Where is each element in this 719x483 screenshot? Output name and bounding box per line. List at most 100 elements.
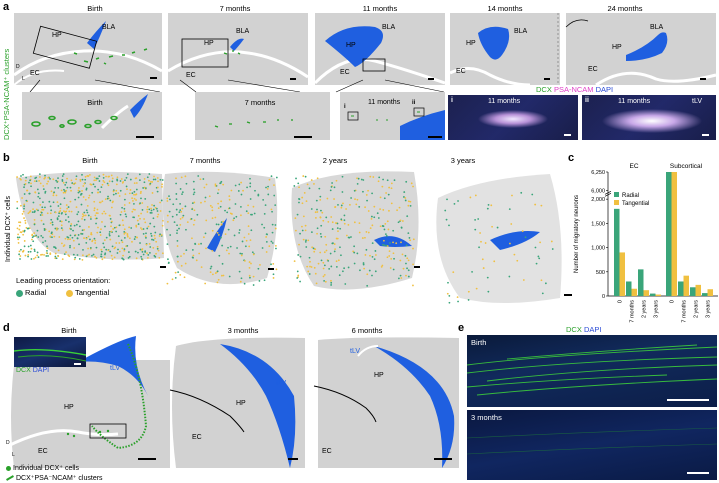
cell-dot bbox=[161, 183, 163, 186]
cell-dot bbox=[217, 223, 220, 226]
cell-dot bbox=[64, 211, 67, 213]
cell-dot bbox=[95, 217, 98, 220]
cell-dot bbox=[133, 197, 136, 200]
cell-dot bbox=[407, 269, 410, 272]
cell-dot bbox=[301, 202, 304, 205]
cell-dot bbox=[98, 175, 101, 178]
cell-dot bbox=[227, 246, 229, 249]
cell-dot bbox=[120, 239, 123, 242]
cell-dot bbox=[347, 224, 350, 226]
cell-dot bbox=[80, 193, 83, 195]
cell-dot bbox=[323, 273, 326, 276]
cell-dot bbox=[490, 204, 493, 207]
cell-dot bbox=[382, 178, 384, 181]
cell-dot bbox=[81, 254, 84, 257]
cell-dot bbox=[380, 265, 383, 268]
cell-dot bbox=[178, 227, 180, 230]
cell-dot bbox=[114, 246, 117, 249]
cell-dot bbox=[350, 236, 352, 238]
cell-dot bbox=[304, 175, 307, 178]
d-title-birth: Birth bbox=[61, 326, 77, 335]
a-inset-7m bbox=[195, 92, 330, 140]
cell-dot bbox=[304, 241, 307, 243]
cell-dot bbox=[374, 250, 377, 252]
c-bar bbox=[695, 284, 701, 296]
cell-dot bbox=[108, 231, 111, 233]
cell-dot bbox=[341, 175, 344, 178]
cell-dot bbox=[24, 222, 27, 224]
cell-dot bbox=[316, 177, 319, 180]
cell-dot bbox=[85, 255, 88, 258]
cell-dot bbox=[95, 212, 98, 214]
a-axis-l: L bbox=[22, 76, 25, 82]
cell-dot bbox=[176, 255, 179, 258]
cell-dot bbox=[166, 282, 169, 285]
cell-dot bbox=[129, 178, 132, 181]
cell-dot bbox=[81, 215, 84, 218]
cell-dot bbox=[240, 205, 242, 208]
cell-dot bbox=[94, 214, 97, 217]
cell-dot bbox=[58, 210, 61, 213]
cell-dot bbox=[299, 232, 301, 235]
cell-dot bbox=[90, 233, 92, 236]
cell-dot bbox=[67, 206, 70, 208]
cell-dot bbox=[196, 213, 199, 216]
a-scalebar-7m bbox=[290, 78, 296, 80]
cell-dot bbox=[388, 209, 390, 212]
a-micro-legend-psa: PSA-NCAM bbox=[553, 85, 594, 94]
e-birth-fibers bbox=[467, 344, 717, 396]
cell-dot bbox=[125, 215, 128, 218]
cell-dot bbox=[90, 183, 92, 186]
cell-dot bbox=[62, 181, 65, 184]
cell-dot bbox=[110, 220, 113, 223]
cell-dot bbox=[233, 234, 236, 237]
cell-dot bbox=[50, 218, 53, 221]
cell-dot bbox=[41, 214, 44, 216]
cell-dot bbox=[60, 224, 63, 227]
cell-dot bbox=[275, 247, 277, 250]
cell-dot bbox=[192, 193, 195, 196]
cell-dot bbox=[35, 234, 38, 237]
cell-dot bbox=[320, 235, 323, 238]
cell-dot bbox=[390, 202, 393, 205]
cell-dot bbox=[28, 181, 30, 184]
cell-dot bbox=[220, 200, 223, 203]
cell-dot bbox=[241, 240, 244, 243]
cell-dot bbox=[261, 247, 264, 249]
cell-dot bbox=[118, 224, 121, 227]
cell-dot bbox=[345, 208, 347, 210]
cell-dot bbox=[371, 224, 374, 227]
cell-dot bbox=[44, 191, 47, 194]
cell-dot bbox=[534, 203, 537, 206]
cell-dot bbox=[205, 219, 208, 222]
cell-dot bbox=[85, 209, 88, 212]
cell-dot bbox=[333, 250, 336, 253]
cell-dot bbox=[331, 182, 333, 184]
cell-dot bbox=[180, 255, 182, 258]
cell-dot bbox=[45, 255, 48, 257]
cell-dot bbox=[266, 233, 268, 236]
cell-dot bbox=[81, 233, 84, 235]
cell-dot bbox=[124, 193, 127, 196]
cell-dot bbox=[238, 183, 241, 186]
cell-dot bbox=[511, 194, 513, 197]
cell-dot bbox=[224, 209, 226, 212]
d-inset-legend: DCX DAPI bbox=[16, 367, 49, 374]
cell-dot bbox=[211, 229, 214, 232]
c-y-tick-label: 0 bbox=[602, 294, 605, 300]
cell-dot bbox=[59, 207, 62, 210]
c-group-label: Subcortical bbox=[670, 163, 703, 170]
cell-dot bbox=[59, 203, 62, 206]
a-ec-7m: EC bbox=[186, 72, 196, 79]
cell-dot bbox=[252, 205, 255, 208]
cell-dot bbox=[298, 186, 300, 189]
cell-dot bbox=[338, 274, 341, 277]
cell-dot bbox=[24, 219, 27, 222]
cell-dot bbox=[63, 197, 66, 200]
cell-dot bbox=[254, 189, 256, 192]
cell-dot bbox=[180, 176, 183, 179]
cell-dot bbox=[115, 183, 118, 186]
cell-dot bbox=[373, 216, 376, 219]
cell-dot bbox=[115, 230, 118, 233]
cell-dot bbox=[540, 204, 543, 207]
